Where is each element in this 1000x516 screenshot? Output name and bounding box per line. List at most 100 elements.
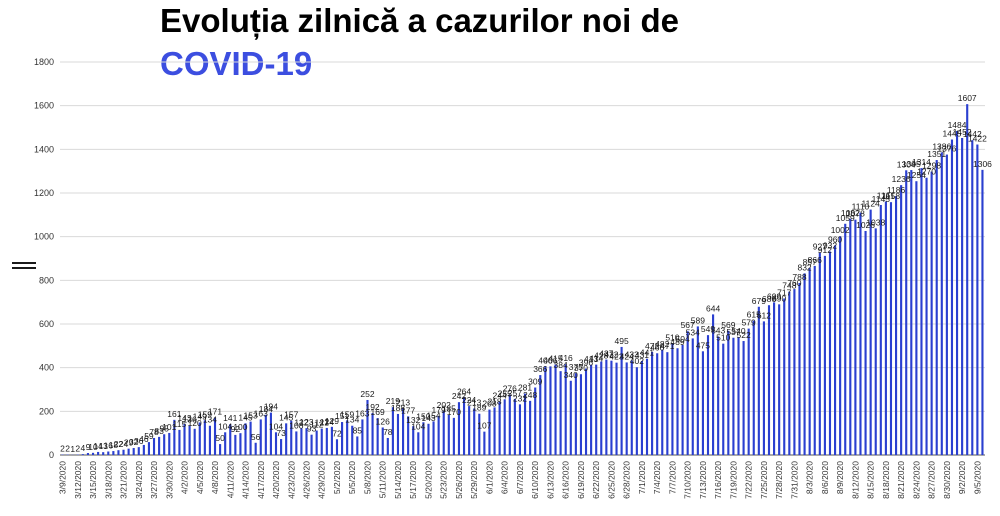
data-label: 543 (711, 325, 725, 335)
bar (493, 407, 496, 455)
data-label: 171 (208, 407, 222, 417)
bar (950, 139, 954, 455)
bar (97, 451, 100, 455)
bar (712, 314, 715, 455)
data-label: 413 (584, 354, 598, 364)
data-label: 1059 (836, 213, 855, 223)
data-label: 1158 (882, 191, 901, 201)
data-label: 2 (60, 444, 65, 454)
data-label: 406 (538, 355, 552, 365)
data-label: 690 (772, 293, 786, 303)
x-tick-label: 7/13/2020 (698, 461, 708, 499)
bar (630, 360, 633, 455)
data-label: 510 (665, 333, 679, 343)
bar (330, 426, 333, 455)
bar (447, 414, 450, 455)
data-label: 179 (432, 405, 446, 415)
bar (473, 408, 476, 455)
bar (208, 425, 211, 455)
data-label: 1298 (922, 161, 941, 171)
bar (427, 423, 430, 455)
bar (925, 177, 928, 455)
bar (295, 431, 298, 455)
x-tick-label: 7/4/2020 (652, 461, 662, 494)
bar (976, 144, 979, 455)
data-label: 433 (625, 349, 639, 359)
data-label: 489 (670, 337, 684, 347)
bar (564, 364, 567, 455)
y-tick-label: 600 (39, 319, 54, 329)
data-label: 1078 (846, 209, 865, 219)
bar (834, 245, 837, 455)
data-label: 161 (167, 409, 181, 419)
bar (305, 428, 308, 455)
bar (513, 398, 516, 455)
bar (955, 130, 959, 456)
data-label: 699 (767, 291, 781, 301)
bar (432, 421, 435, 455)
data-label: 932 (823, 241, 837, 251)
bar (900, 185, 903, 455)
data-label: 149 (193, 411, 207, 421)
data-label: 78 (383, 427, 393, 437)
bar (376, 418, 379, 455)
bar (381, 427, 384, 455)
bar (483, 431, 486, 455)
bar (442, 410, 445, 455)
data-label: 366 (533, 364, 547, 374)
data-label: 1607 (958, 93, 977, 103)
data-label: 177 (401, 405, 415, 415)
y-tick-label: 400 (39, 363, 54, 373)
bar (839, 236, 842, 455)
bar (198, 422, 201, 455)
data-label: 1305 (902, 159, 921, 169)
x-tick-label: 4/11/2020 (225, 461, 235, 498)
bar (778, 304, 781, 455)
bar (605, 359, 608, 455)
bar (574, 373, 577, 456)
data-label: 93 (307, 424, 317, 434)
y-tick-label: 1800 (34, 57, 54, 67)
x-tick-label: 8/6/2020 (820, 461, 830, 494)
data-label: 1376 (937, 144, 956, 154)
data-label: 46 (139, 434, 149, 444)
bar (346, 420, 349, 455)
data-label: 416 (559, 353, 573, 363)
bar (681, 344, 684, 455)
data-label: 549 (701, 324, 715, 334)
bar (300, 428, 303, 455)
bar (178, 429, 181, 455)
x-tick-label: 6/7/2020 (515, 461, 525, 494)
data-label: 396 (579, 358, 593, 368)
bar (391, 407, 394, 455)
x-tick-label: 8/24/2020 (911, 461, 921, 499)
bar (717, 336, 720, 455)
bar (529, 400, 532, 455)
data-label: 202 (437, 400, 451, 410)
bar (874, 228, 877, 455)
bar (402, 408, 405, 455)
bar (696, 326, 699, 455)
bar (889, 202, 893, 455)
bar (920, 168, 923, 456)
x-tick-label: 6/28/2020 (622, 461, 632, 499)
data-label: 101 (162, 422, 176, 432)
bar (361, 419, 364, 455)
bar (417, 432, 420, 455)
data-label: 1422 (968, 134, 987, 144)
bar (584, 368, 588, 455)
data-label: 960 (828, 234, 842, 244)
data-label: 95 (159, 423, 169, 433)
bar (706, 335, 710, 455)
data-label: 13 (98, 441, 108, 451)
bar (767, 305, 771, 455)
x-tick-label: 3/12/2020 (73, 461, 83, 499)
data-label: 415 (548, 353, 562, 363)
data-label: 466 (650, 342, 664, 352)
bar (152, 437, 156, 455)
bar (671, 343, 674, 455)
bar (86, 453, 90, 455)
data-label: 579 (742, 318, 756, 328)
bar (640, 360, 643, 455)
data-label: 121 (315, 418, 329, 428)
